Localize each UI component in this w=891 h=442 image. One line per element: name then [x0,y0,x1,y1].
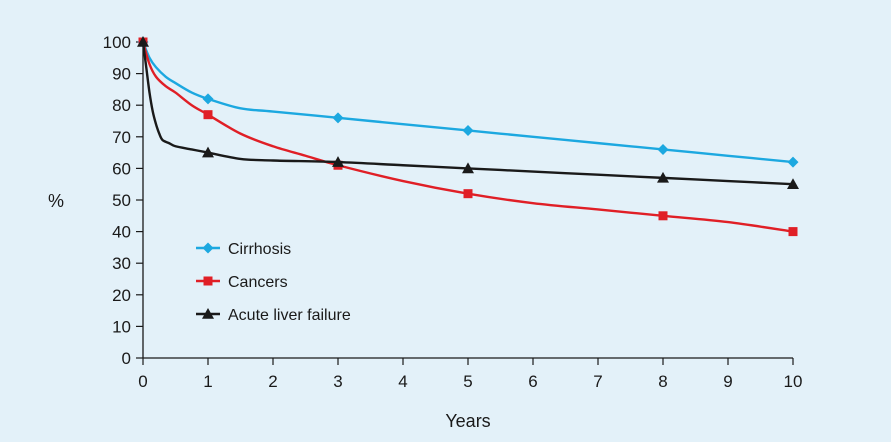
data-point-cirrhosis [787,156,799,168]
y-tick-label: 40 [112,223,131,242]
data-point-cirrhosis [332,112,344,124]
x-tick-label: 10 [784,372,803,391]
data-point-acute-liver-failure [137,36,149,47]
data-point-acute-liver-failure [332,156,344,167]
x-tick-label: 7 [593,372,602,391]
x-axis-label: Years [445,411,490,431]
series-acute-liver-failure [137,36,799,189]
y-axis-label: % [48,191,64,211]
x-tick-label: 8 [658,372,667,391]
data-point-cancers [463,189,473,199]
x-tick-label: 4 [398,372,407,391]
legend-entry-cancers: Cancers [196,274,288,291]
series-line-acute-liver-failure [141,41,794,186]
y-tick-label: 90 [112,65,131,84]
data-point-cirrhosis [462,124,474,136]
data-point-cirrhosis [202,93,214,105]
data-point-cancers [658,211,668,221]
x-tick-label: 6 [528,372,537,391]
x-tick-label: 5 [463,372,472,391]
x-tick-label: 2 [268,372,277,391]
legend-label: Cirrhosis [228,241,291,258]
y-tick-label: 0 [122,349,131,368]
legend-label: Cancers [228,274,288,291]
y-tick-label: 30 [112,254,131,273]
y-tick-label: 10 [112,317,131,336]
data-point-cancers [203,110,213,120]
y-tick-label: 100 [103,33,131,52]
series-line-cirrhosis [141,41,794,164]
x-tick-label: 0 [138,372,147,391]
x-tick-label: 3 [333,372,342,391]
y-tick-label: 70 [112,128,131,147]
legend-entry-cirrhosis: Cirrhosis [196,241,291,258]
legend-entry-acute-liver-failure: Acute liver failure [196,307,351,324]
legend-marker [203,276,213,286]
data-point-acute-liver-failure [787,178,799,189]
data-point-acute-liver-failure [657,171,669,183]
y-tick-label: 60 [112,159,131,178]
data-point-acute-liver-failure [462,162,474,174]
data-point-cirrhosis [657,143,669,155]
y-tick-label: 80 [112,96,131,115]
y-tick-label: 50 [112,191,131,210]
legend: Cirrhosis Cancers Acute liver failure [196,241,351,324]
legend-marker [202,242,214,254]
data-point-cancers [788,227,798,237]
legend-marker [202,308,214,319]
axes: 0 10 20 30 40 50 60 70 80 90 100 0 1 2 3 4 5 6 7 8 9 10 [103,33,803,391]
y-tick-label: 20 [112,286,131,305]
legend-label: Acute liver failure [228,307,351,324]
series-cancers [138,37,798,237]
x-tick-label: 9 [723,372,732,391]
x-tick-label: 1 [203,372,212,391]
series-cirrhosis [137,36,799,168]
series-line-cancers [141,41,794,233]
series-lines [137,36,799,237]
data-point-acute-liver-failure [202,146,214,158]
